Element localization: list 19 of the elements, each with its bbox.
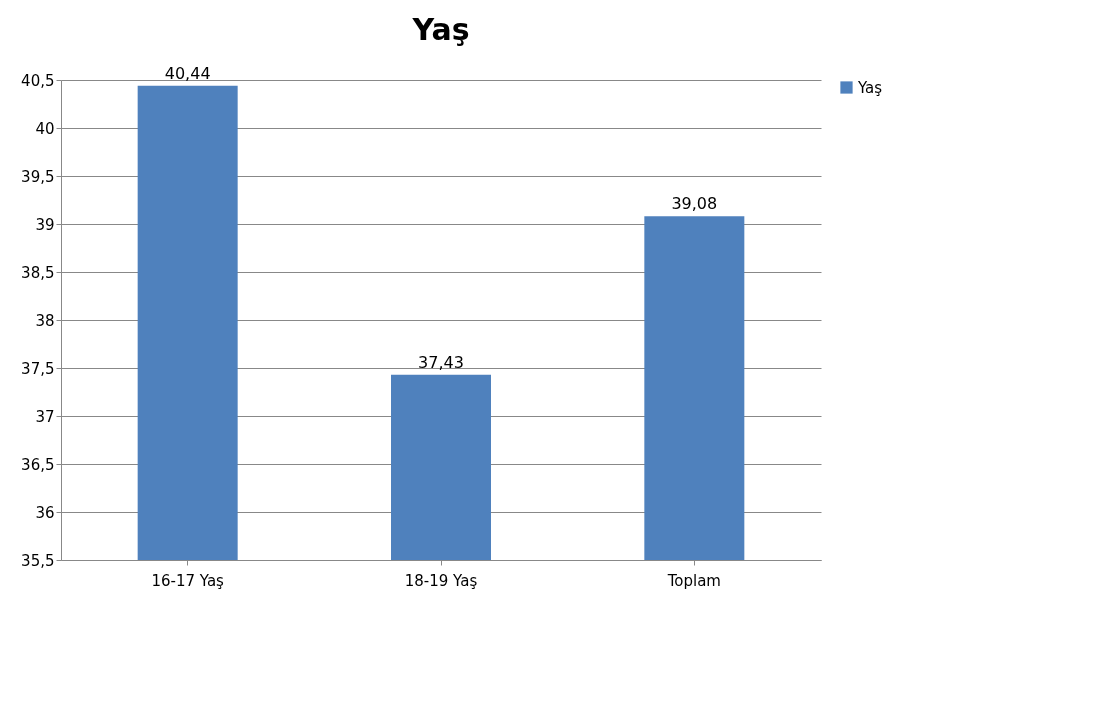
y-tick-label: 39,5 [21,167,55,186]
data-label: 37,43 [418,352,464,372]
y-tick-label: 37,5 [21,359,55,378]
y-tick-label: 36 [35,503,55,522]
y-tick-label: 35,5 [21,551,55,570]
legend-label: Yaş [857,78,883,97]
x-tick-label: 18-19 Yaş [404,571,478,590]
y-tick-label: 39 [35,215,55,234]
x-tick-label: Toplam [666,571,721,590]
y-tick-label: 38,5 [21,263,55,282]
y-tick-label: 36,5 [21,455,55,474]
y-tick-label: 38 [35,311,55,330]
chart-title: Yaş [411,11,470,47]
data-label: 39,08 [671,194,718,214]
x-tick-label: 16-17 Yaş [151,571,225,590]
y-tick-label: 40 [35,119,55,138]
y-tick-label: 37 [35,407,55,426]
y-tick-label: 40,5 [21,71,55,90]
data-label: 40,44 [164,63,211,83]
